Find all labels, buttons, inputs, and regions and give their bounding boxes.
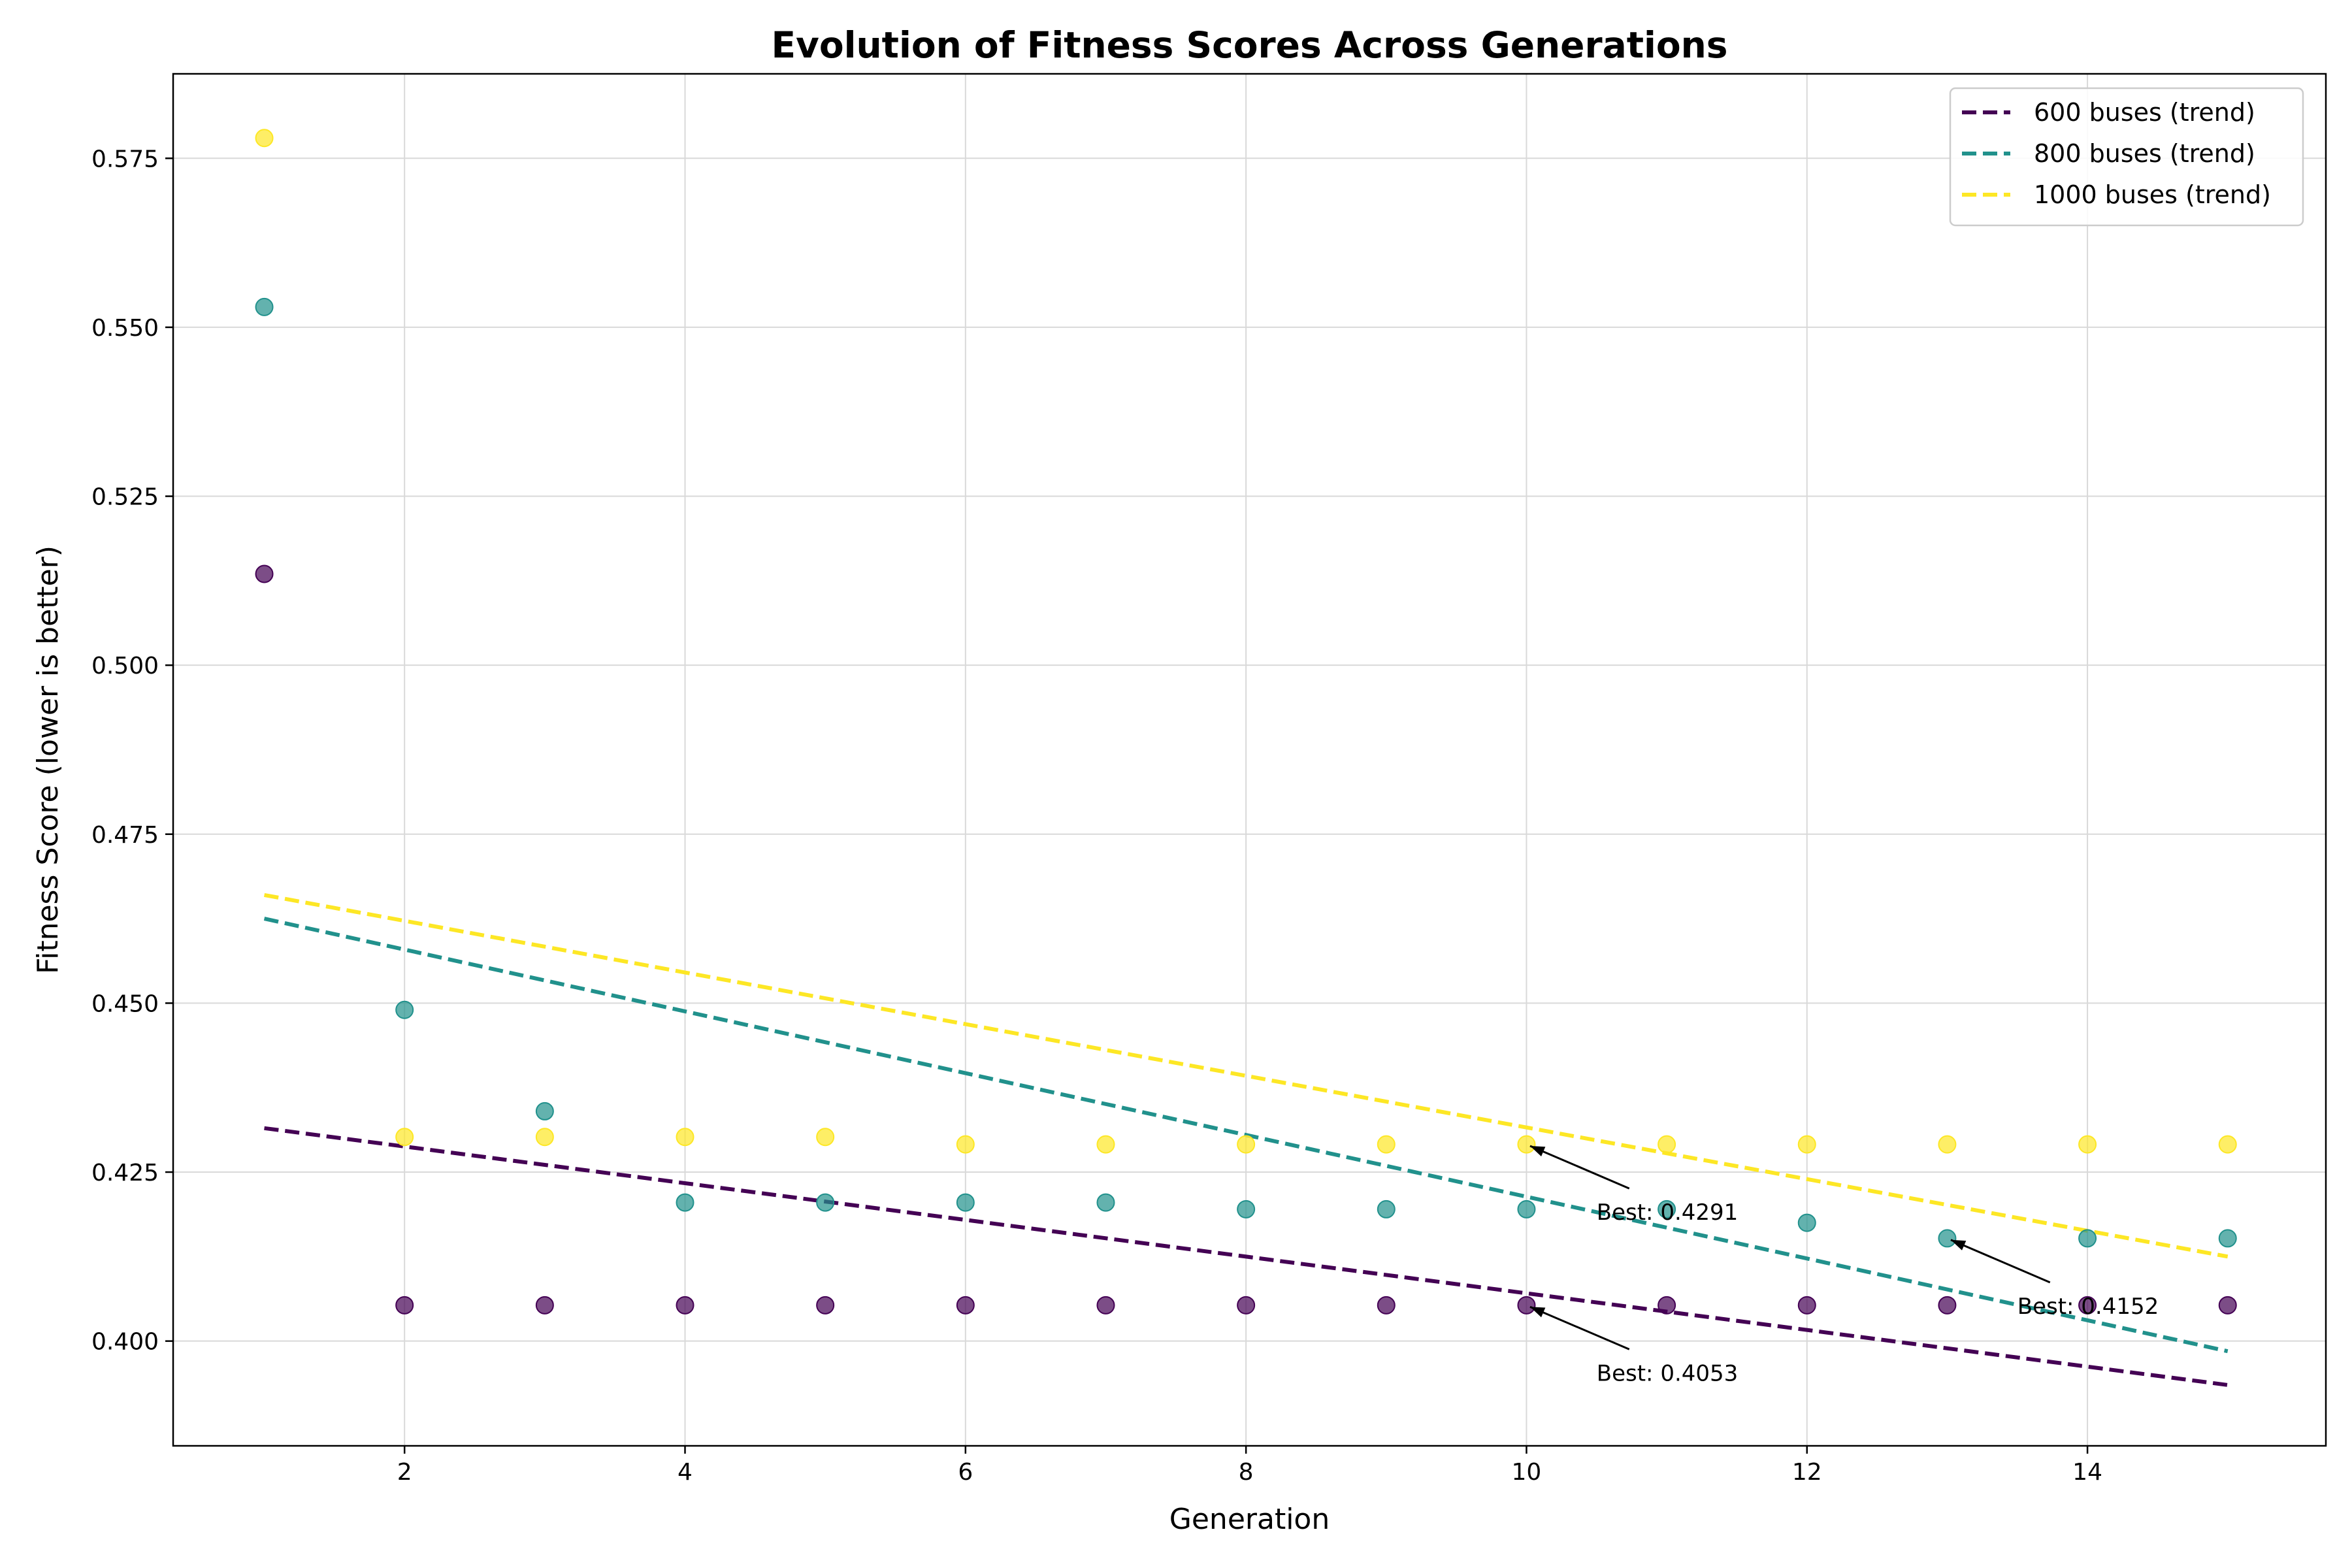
annotations: Best: 0.4291 Best: 0.4053 Best: 0.4152 <box>1529 1145 2159 1386</box>
data-point-series-1 <box>816 1296 835 1315</box>
data-point-series-1 <box>956 1296 975 1315</box>
y-tick-label: 0.425 <box>91 1160 159 1186</box>
data-point-series-3 <box>2078 1135 2097 1154</box>
data-point-series-1 <box>1658 1296 1676 1315</box>
y-tick-label: 0.575 <box>91 146 159 172</box>
data-point-series-3 <box>1517 1135 1536 1154</box>
data-point-series-2 <box>1797 1213 1816 1232</box>
x-tick-label: 10 <box>1512 1459 1542 1486</box>
data-point-series-3 <box>1377 1135 1396 1154</box>
x-axis-label: Generation <box>1169 1503 1330 1536</box>
x-tick-label: 4 <box>678 1459 693 1486</box>
data-point-series-2 <box>395 1000 414 1019</box>
data-point-series-3 <box>956 1135 975 1154</box>
data-point-series-2 <box>1658 1200 1676 1218</box>
data-point-series-3 <box>535 1128 554 1147</box>
legend-box <box>1949 87 2304 227</box>
data-point-series-2 <box>2078 1229 2097 1248</box>
x-tick-label: 14 <box>2072 1459 2102 1486</box>
axis-ticks: 2 4 6 8 10 12 14 0.400 0.425 0.450 0.475 0.500 0.525… <box>91 146 2102 1486</box>
data-point-series-2 <box>1237 1200 1256 1218</box>
data-point-series-1 <box>1096 1296 1115 1315</box>
data-point-series-1 <box>1517 1296 1536 1315</box>
trend-lines <box>263 892 2229 1387</box>
data-point-series-2 <box>2218 1229 2237 1248</box>
data-point-series-3 <box>816 1128 835 1147</box>
trend-line-series-1 <box>264 1126 2229 1387</box>
annotation-label: Best: 0.4053 <box>1597 1360 1739 1386</box>
data-point-series-1 <box>2218 1296 2237 1315</box>
data-point-series-3 <box>395 1128 414 1147</box>
annotation-arrowhead <box>1529 1307 1546 1318</box>
legend-label-series-2: 800 buses (trend) <box>2034 139 2255 168</box>
annotation-arrowhead <box>1529 1145 1546 1157</box>
chart-title: Evolution of Fitness Scores Across Gener… <box>771 24 1727 66</box>
y-tick-label: 0.475 <box>91 822 159 849</box>
data-point-series-2 <box>816 1193 835 1212</box>
data-point-series-1 <box>255 564 274 583</box>
y-tick-label: 0.450 <box>91 990 159 1017</box>
y-tick-label: 0.500 <box>91 653 159 679</box>
data-point-series-2 <box>1096 1193 1115 1212</box>
y-tick-label: 0.400 <box>91 1329 159 1356</box>
trend-line-series-2 <box>263 917 2229 1354</box>
scatter-points <box>255 129 2237 1315</box>
data-point-series-3 <box>1096 1135 1115 1154</box>
legend-label-series-1: 600 buses (trend) <box>2034 98 2255 127</box>
data-point-series-3 <box>2218 1135 2237 1154</box>
data-point-series-2 <box>1517 1200 1536 1218</box>
legend-label-series-3: 1000 buses (trend) <box>2034 180 2271 209</box>
y-tick-label: 0.550 <box>91 315 159 342</box>
x-tick-label: 2 <box>397 1459 412 1486</box>
x-tick-label: 12 <box>1792 1459 1822 1486</box>
data-point-series-2 <box>255 297 274 316</box>
data-point-series-2 <box>1377 1200 1396 1218</box>
annotation-arrow <box>1950 1239 2051 1284</box>
x-tick-label: 8 <box>1239 1459 1254 1486</box>
data-point-series-1 <box>395 1296 414 1315</box>
data-point-series-1 <box>1237 1296 1256 1315</box>
data-point-series-3 <box>255 129 274 148</box>
data-point-series-2 <box>676 1193 694 1212</box>
data-point-series-3 <box>1797 1135 1816 1154</box>
annotation-label: Best: 0.4152 <box>2017 1294 2159 1320</box>
grid <box>173 74 2326 1446</box>
data-point-series-1 <box>535 1296 554 1315</box>
legend: 600 buses (trend) 800 buses (trend) 1000 b… <box>1949 87 2304 227</box>
data-point-series-1 <box>1797 1296 1816 1315</box>
data-point-series-2 <box>535 1102 554 1120</box>
annotation-arrowhead <box>1950 1239 1967 1250</box>
data-point-series-1 <box>676 1296 694 1315</box>
x-tick-label: 6 <box>958 1459 973 1486</box>
data-point-series-1 <box>1377 1296 1396 1315</box>
data-point-series-2 <box>956 1193 975 1212</box>
annotation-label: Best: 0.4291 <box>1597 1200 1739 1226</box>
y-axis-label: Fitness Score (lower is better) <box>31 546 65 974</box>
data-point-series-3 <box>1237 1135 1256 1154</box>
data-point-series-3 <box>1938 1135 1957 1154</box>
annotation-arrow <box>1529 1305 1630 1350</box>
data-point-series-1 <box>1938 1296 1957 1315</box>
data-point-series-1 <box>2078 1296 2097 1315</box>
trend-line-series-3 <box>263 892 2229 1259</box>
annotation-arrow <box>1529 1145 1630 1190</box>
data-point-series-3 <box>1658 1135 1676 1154</box>
data-point-series-3 <box>676 1128 694 1147</box>
plot-frame <box>172 73 2327 1447</box>
y-tick-label: 0.525 <box>91 484 159 511</box>
data-point-series-2 <box>1938 1229 1957 1248</box>
